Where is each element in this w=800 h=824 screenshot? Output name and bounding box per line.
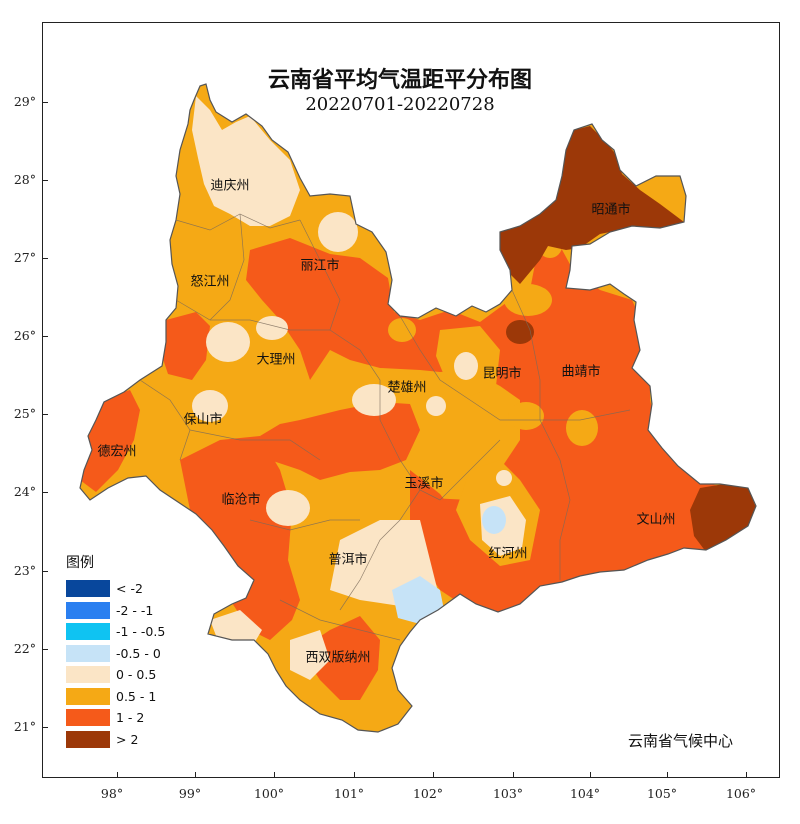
legend-swatch	[66, 601, 110, 619]
legend-item: -0.5 - 0	[66, 643, 165, 665]
city-label-diqing: 迪庆州	[210, 178, 250, 194]
lat-tick	[42, 180, 48, 181]
lat-tick	[42, 492, 48, 493]
city-label-chuxiong: 楚雄州	[387, 380, 427, 396]
lat-label-23: 23°	[13, 563, 36, 578]
lat-label-21: 21°	[13, 719, 36, 734]
lat-label-27: 27°	[13, 250, 36, 265]
city-label-zhaotong: 昭通市	[591, 202, 631, 218]
map-title: 云南省平均气温距平分布图	[267, 68, 532, 93]
lat-tick	[42, 102, 48, 103]
lon-tick	[590, 772, 591, 778]
lon-tick	[746, 772, 747, 778]
lat-label-29: 29°	[13, 94, 36, 109]
city-label-qujing: 曲靖市	[561, 364, 601, 380]
city-label-kunming: 昆明市	[482, 366, 522, 382]
lat-tick	[42, 649, 48, 650]
legend-item: > 2	[66, 729, 165, 751]
lon-label-103: 103°	[492, 786, 524, 801]
legend-item: -2 - -1	[66, 600, 165, 622]
legend-swatch	[66, 730, 110, 748]
legend-swatch	[66, 666, 110, 684]
city-label-nujiang: 怒江州	[190, 274, 230, 290]
lon-tick	[513, 772, 514, 778]
city-label-puer: 普洱市	[328, 552, 368, 568]
legend-item: -1 - -0.5	[66, 621, 165, 643]
legend-item: 0 - 0.5	[66, 664, 165, 686]
legend-item: < -2	[66, 578, 165, 600]
lat-tick	[42, 571, 48, 572]
lon-label-100: 100°	[253, 786, 285, 801]
lon-label-101: 101°	[333, 786, 365, 801]
map-frame	[42, 22, 780, 778]
lat-tick	[42, 258, 48, 259]
lon-tick	[274, 772, 275, 778]
lon-label-104: 104°	[569, 786, 601, 801]
lon-label-105: 105°	[646, 786, 678, 801]
legend-title: 图例	[66, 555, 94, 571]
lon-tick	[195, 772, 196, 778]
legend-item: 1 - 2	[66, 707, 165, 729]
lon-label-98: 98°	[100, 786, 124, 801]
legend-label: > 2	[116, 731, 139, 747]
legend-label: -0.5 - 0	[116, 645, 161, 661]
city-label-baoshan: 保山市	[183, 412, 223, 428]
legend-item: 0.5 - 1	[66, 686, 165, 708]
city-label-yuxi: 玉溪市	[404, 476, 444, 492]
lat-label-22: 22°	[13, 641, 36, 656]
legend-label: 0.5 - 1	[116, 688, 157, 704]
city-label-xishuangbanna: 西双版纳州	[305, 650, 371, 666]
lon-tick	[354, 772, 355, 778]
lat-label-26: 26°	[13, 328, 36, 343]
legend-label: -2 - -1	[116, 602, 154, 618]
legend-swatch	[66, 644, 110, 662]
city-label-wenshan: 文山州	[636, 512, 676, 528]
lat-label-25: 25°	[13, 406, 36, 421]
city-label-dehong: 德宏州	[97, 444, 137, 460]
lat-tick	[42, 727, 48, 728]
city-label-lincang: 临沧市	[221, 492, 261, 508]
map-subtitle: 20220701-20220728	[305, 94, 495, 115]
legend-label: 0 - 0.5	[116, 667, 157, 683]
lon-label-102: 102°	[412, 786, 444, 801]
lat-label-28: 28°	[13, 172, 36, 187]
lat-tick	[42, 336, 48, 337]
lon-tick	[433, 772, 434, 778]
lon-tick	[117, 772, 118, 778]
legend-swatch	[66, 687, 110, 705]
legend-swatch	[66, 623, 110, 641]
city-label-dali: 大理州	[256, 352, 296, 368]
legend-label: < -2	[116, 581, 143, 597]
legend: 图例 < -2 -2 - -1 -1 - -0.5 -0.5 - 0 0 - 0…	[66, 552, 165, 750]
legend-label: -1 - -0.5	[116, 624, 166, 640]
lon-tick	[667, 772, 668, 778]
credit-text: 云南省气候中心	[628, 732, 734, 750]
city-label-lijiang: 丽江市	[300, 258, 340, 274]
city-label-honghe: 红河州	[488, 546, 528, 562]
legend-label: 1 - 2	[116, 710, 145, 726]
legend-swatch	[66, 580, 110, 598]
legend-swatch	[66, 709, 110, 727]
lat-label-24: 24°	[13, 484, 36, 499]
lon-label-106: 106°	[725, 786, 757, 801]
lon-label-99: 99°	[178, 786, 202, 801]
lat-tick	[42, 414, 48, 415]
